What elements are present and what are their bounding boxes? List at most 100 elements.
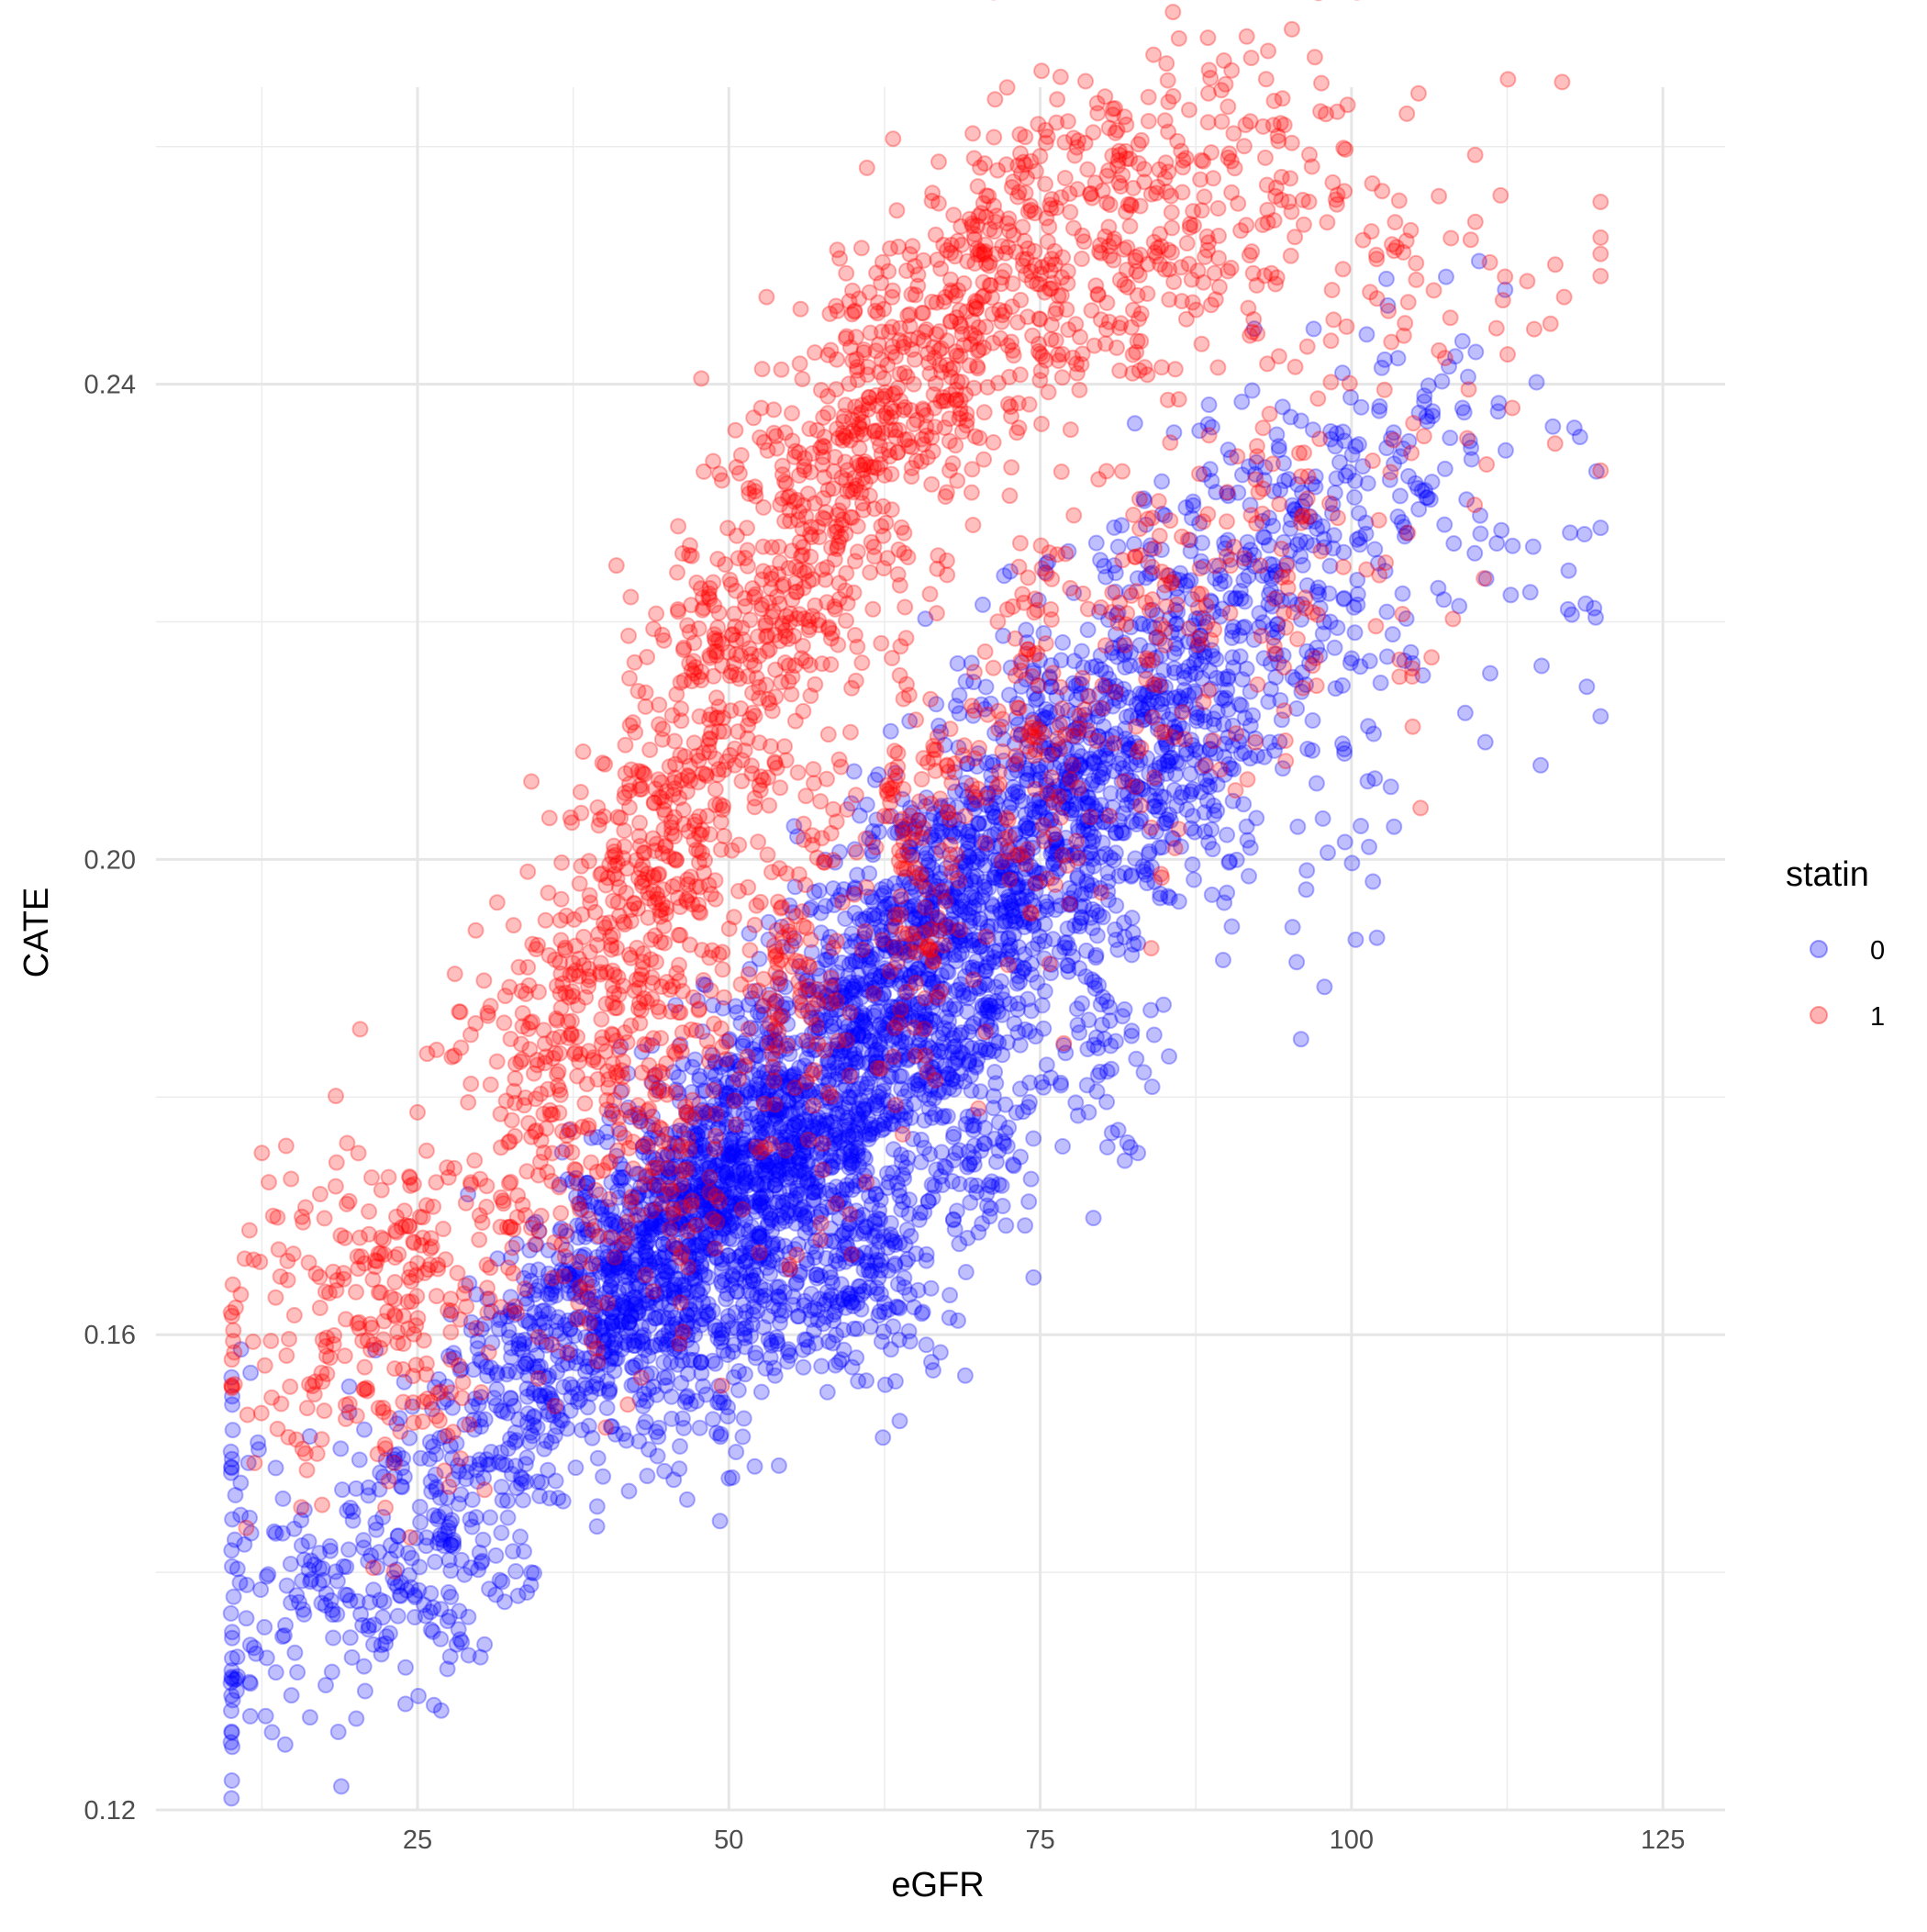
data-point <box>295 1442 310 1457</box>
data-point <box>524 1565 539 1580</box>
data-point <box>985 1179 999 1194</box>
data-point <box>1379 605 1394 620</box>
data-point <box>1503 587 1518 602</box>
data-point <box>278 1737 293 1752</box>
data-point <box>913 1205 928 1220</box>
data-point <box>310 1446 325 1461</box>
data-point <box>988 1076 1003 1090</box>
data-point <box>453 1632 468 1647</box>
data-point <box>389 1225 404 1240</box>
data-point <box>893 1413 908 1428</box>
data-point <box>1006 780 1020 795</box>
data-point <box>315 1498 329 1513</box>
data-point <box>531 1279 546 1293</box>
data-point <box>266 1209 281 1223</box>
data-point <box>363 1343 378 1357</box>
data-point <box>980 1199 995 1213</box>
data-point <box>1299 863 1314 877</box>
data-point <box>1140 876 1154 890</box>
data-point <box>1348 625 1363 640</box>
data-point <box>1203 664 1218 678</box>
data-point <box>315 1432 329 1446</box>
data-point <box>1222 854 1237 869</box>
data-point <box>268 1290 283 1305</box>
data-point <box>453 1451 468 1466</box>
data-point <box>396 1336 411 1351</box>
data-point <box>437 1463 451 1478</box>
data-point <box>1053 1076 1068 1090</box>
data-point <box>284 1688 299 1703</box>
data-point <box>254 1145 269 1160</box>
data-point <box>939 1160 953 1175</box>
data-point <box>894 1147 908 1162</box>
data-point <box>377 1594 392 1609</box>
data-point <box>804 1312 819 1327</box>
data-point <box>1317 979 1331 994</box>
data-point <box>1473 527 1487 542</box>
data-point <box>820 1385 835 1400</box>
data-point <box>495 1574 509 1589</box>
data-point <box>443 1352 458 1367</box>
data-point <box>1361 476 1376 491</box>
data-point <box>1299 882 1314 897</box>
data-point <box>714 1335 729 1349</box>
data-point <box>828 1304 842 1319</box>
data-point <box>224 1688 239 1703</box>
data-point <box>226 1423 240 1437</box>
data-point <box>506 1544 520 1558</box>
data-point <box>622 1484 637 1499</box>
data-point <box>875 1430 890 1445</box>
data-point <box>407 1415 421 1430</box>
data-point <box>224 1725 239 1739</box>
data-point <box>863 1267 877 1281</box>
data-point <box>779 1167 794 1181</box>
data-point <box>242 1223 257 1238</box>
data-point <box>388 1250 403 1265</box>
data-point <box>447 1048 462 1063</box>
data-point <box>951 656 965 671</box>
data-point <box>735 1429 750 1444</box>
data-point <box>828 1122 842 1137</box>
data-point <box>1316 811 1331 826</box>
data-point <box>1135 617 1150 631</box>
data-point <box>1390 509 1405 524</box>
data-point <box>428 1555 442 1569</box>
data-point <box>480 1305 495 1320</box>
data-point <box>738 1331 752 1346</box>
data-point <box>836 1323 851 1337</box>
data-point <box>1372 404 1387 419</box>
data-point <box>1329 681 1343 696</box>
data-point <box>922 1101 937 1116</box>
data-point <box>508 1564 523 1579</box>
data-point <box>427 1698 441 1713</box>
data-point <box>1174 691 1188 706</box>
data-point <box>1331 620 1345 635</box>
data-point <box>1105 1125 1119 1140</box>
data-point <box>482 1346 496 1360</box>
data-point <box>269 1665 284 1680</box>
data-point <box>1171 756 1186 771</box>
data-point <box>1095 1018 1109 1033</box>
data-point <box>1195 536 1209 551</box>
data-point <box>488 1548 503 1563</box>
data-point <box>423 1435 438 1449</box>
data-point <box>1086 859 1101 874</box>
data-point <box>542 810 557 825</box>
data-point <box>651 1449 665 1464</box>
data-point <box>963 1195 977 1210</box>
data-point <box>1018 1218 1032 1233</box>
data-point <box>1006 1157 1020 1172</box>
data-point <box>387 1456 402 1470</box>
data-point <box>391 1609 406 1624</box>
data-point <box>384 1538 398 1553</box>
data-point <box>382 1474 396 1489</box>
data-point <box>1320 845 1335 860</box>
data-point <box>1328 641 1342 655</box>
data-point <box>281 1430 295 1445</box>
data-point <box>1088 950 1103 965</box>
data-point <box>738 1239 752 1254</box>
data-point <box>1300 742 1315 756</box>
data-point <box>393 1424 407 1439</box>
data-point <box>1075 910 1089 925</box>
data-point <box>540 1463 555 1478</box>
